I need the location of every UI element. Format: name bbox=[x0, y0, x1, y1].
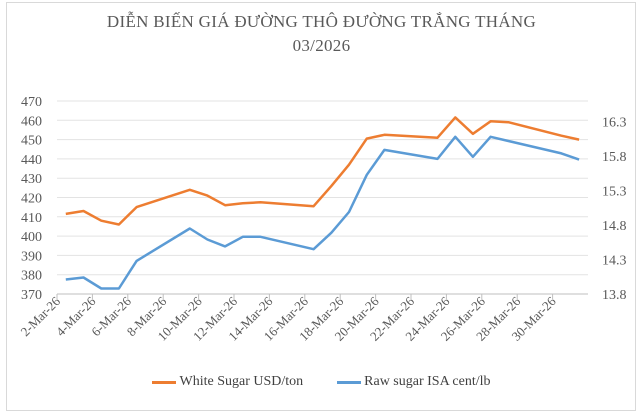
series-line-white-sugar bbox=[65, 116, 580, 226]
y-left-tick-label: 470 bbox=[21, 95, 42, 110]
y-right-tick-label: 16.3 bbox=[602, 116, 627, 131]
chart-subtitle: 03/2026 bbox=[292, 36, 351, 55]
legend-item-raw-sugar: Raw sugar ISA cent/lb bbox=[337, 374, 491, 390]
y-left-tick-label: 410 bbox=[21, 211, 42, 226]
chart-title: DIỄN BIẾN GIÁ ĐƯỜNG THÔ ĐƯỜNG TRẮNG THÁN… bbox=[106, 12, 537, 31]
y-right-tick-label: 15.3 bbox=[602, 185, 627, 200]
y-left-tick-label: 460 bbox=[21, 114, 42, 129]
y-left-tick-label: 380 bbox=[21, 269, 42, 284]
legend-item-white-sugar: White Sugar USD/ton bbox=[152, 374, 303, 390]
y-right-tick-label: 14.3 bbox=[602, 254, 627, 269]
y-left-tick-label: 390 bbox=[21, 249, 42, 264]
legend-swatch-raw-sugar bbox=[337, 380, 362, 384]
y-left-tick-label: 440 bbox=[21, 153, 42, 168]
chart-frame bbox=[6, 2, 636, 411]
legend-swatch-white-sugar bbox=[152, 380, 177, 384]
y-left-tick-label: 370 bbox=[21, 288, 42, 303]
y-right-tick-label: 14.8 bbox=[602, 219, 627, 234]
y-left-tick-label: 450 bbox=[21, 134, 42, 149]
y-left-tick-label: 430 bbox=[21, 172, 42, 187]
series-line-raw-sugar bbox=[65, 135, 580, 290]
y-right-tick-label: 15.8 bbox=[602, 150, 627, 165]
legend-label-raw-sugar: Raw sugar ISA cent/lb bbox=[364, 374, 491, 389]
legend: White Sugar USD/ton Raw sugar ISA cent/l… bbox=[0, 374, 643, 390]
legend-label-white-sugar: White Sugar USD/ton bbox=[179, 374, 304, 389]
y-right-tick-label: 13.8 bbox=[602, 288, 627, 303]
y-left-tick-label: 400 bbox=[21, 230, 42, 245]
y-left-tick-label: 420 bbox=[21, 192, 42, 207]
